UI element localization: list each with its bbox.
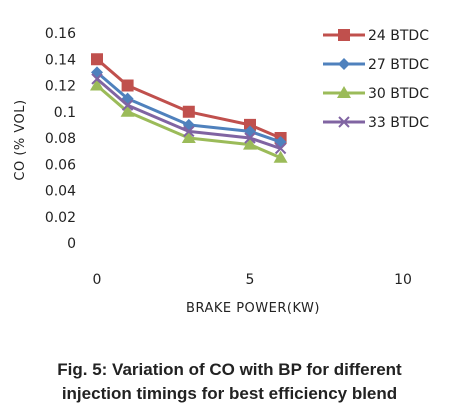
data-point — [91, 73, 103, 85]
y-tick-label: 0.04 — [45, 184, 76, 200]
data-point — [121, 79, 134, 92]
caption-line-2: injection timings for best efficiency bl… — [61, 384, 398, 403]
data-point — [121, 99, 134, 111]
data-point — [182, 105, 195, 118]
chart: CO (% VOL) BRAKE POWER(KW) 0 0.02 0.04 0.06… — [13, 26, 429, 316]
y-tick-label: 0.1 — [54, 105, 76, 121]
caption-line-1: Fig. 5: Variation of CO with BP for diff… — [57, 360, 402, 379]
y-tick-label: 0.14 — [45, 52, 76, 68]
data-point — [274, 142, 287, 155]
figure-caption: Fig. 5: Variation of CO with BP for diff… — [0, 358, 459, 406]
series-3 — [90, 78, 288, 163]
x-tick-label: 10 — [394, 272, 412, 288]
legend-entry: 30 BTDC — [323, 86, 429, 102]
legend-marker — [338, 116, 350, 128]
legend-marker — [338, 58, 350, 70]
legend-label: 27 BTDC — [368, 57, 429, 73]
series-1 — [91, 53, 287, 144]
y-tick-label: 0.02 — [45, 210, 76, 226]
legend-marker — [338, 29, 350, 41]
y-tick-label: 0.12 — [45, 79, 76, 95]
legend-marker — [337, 86, 351, 98]
legend-entry: 27 BTDC — [323, 57, 429, 73]
series-4 — [91, 73, 287, 155]
y-tick-label: 0.08 — [45, 131, 76, 147]
data-point — [90, 78, 104, 91]
y-tick-label: 0 — [67, 236, 76, 252]
legend-label: 30 BTDC — [368, 86, 429, 102]
series-group — [90, 53, 288, 163]
legend: 24 BTDC 27 BTDC 30 BTDC 33 BTDC — [323, 28, 429, 131]
data-point — [244, 118, 256, 131]
data-point — [273, 150, 288, 163]
data-point — [91, 53, 103, 66]
x-ticks: 0 5 10 — [93, 272, 412, 288]
data-point — [183, 125, 195, 138]
y-axis-title: CO (% VOL) — [13, 99, 28, 180]
legend-entry: 33 BTDC — [323, 115, 429, 131]
data-point — [244, 132, 256, 144]
y-ticks: 0 0.02 0.04 0.06 0.08 0.1 0.12 0.14 0.16 — [45, 26, 76, 252]
legend-label: 24 BTDC — [368, 28, 429, 44]
data-point — [243, 137, 257, 150]
x-tick-label: 0 — [93, 272, 102, 288]
data-point — [120, 104, 135, 117]
data-point — [181, 131, 196, 143]
y-tick-label: 0.16 — [45, 26, 76, 42]
y-tick-label: 0.06 — [45, 157, 76, 173]
x-axis-title: BRAKE POWER(KW) — [186, 301, 320, 316]
legend-label: 33 BTDC — [368, 115, 429, 131]
legend-entry: 24 BTDC — [323, 28, 429, 44]
x-tick-label: 5 — [246, 272, 255, 288]
